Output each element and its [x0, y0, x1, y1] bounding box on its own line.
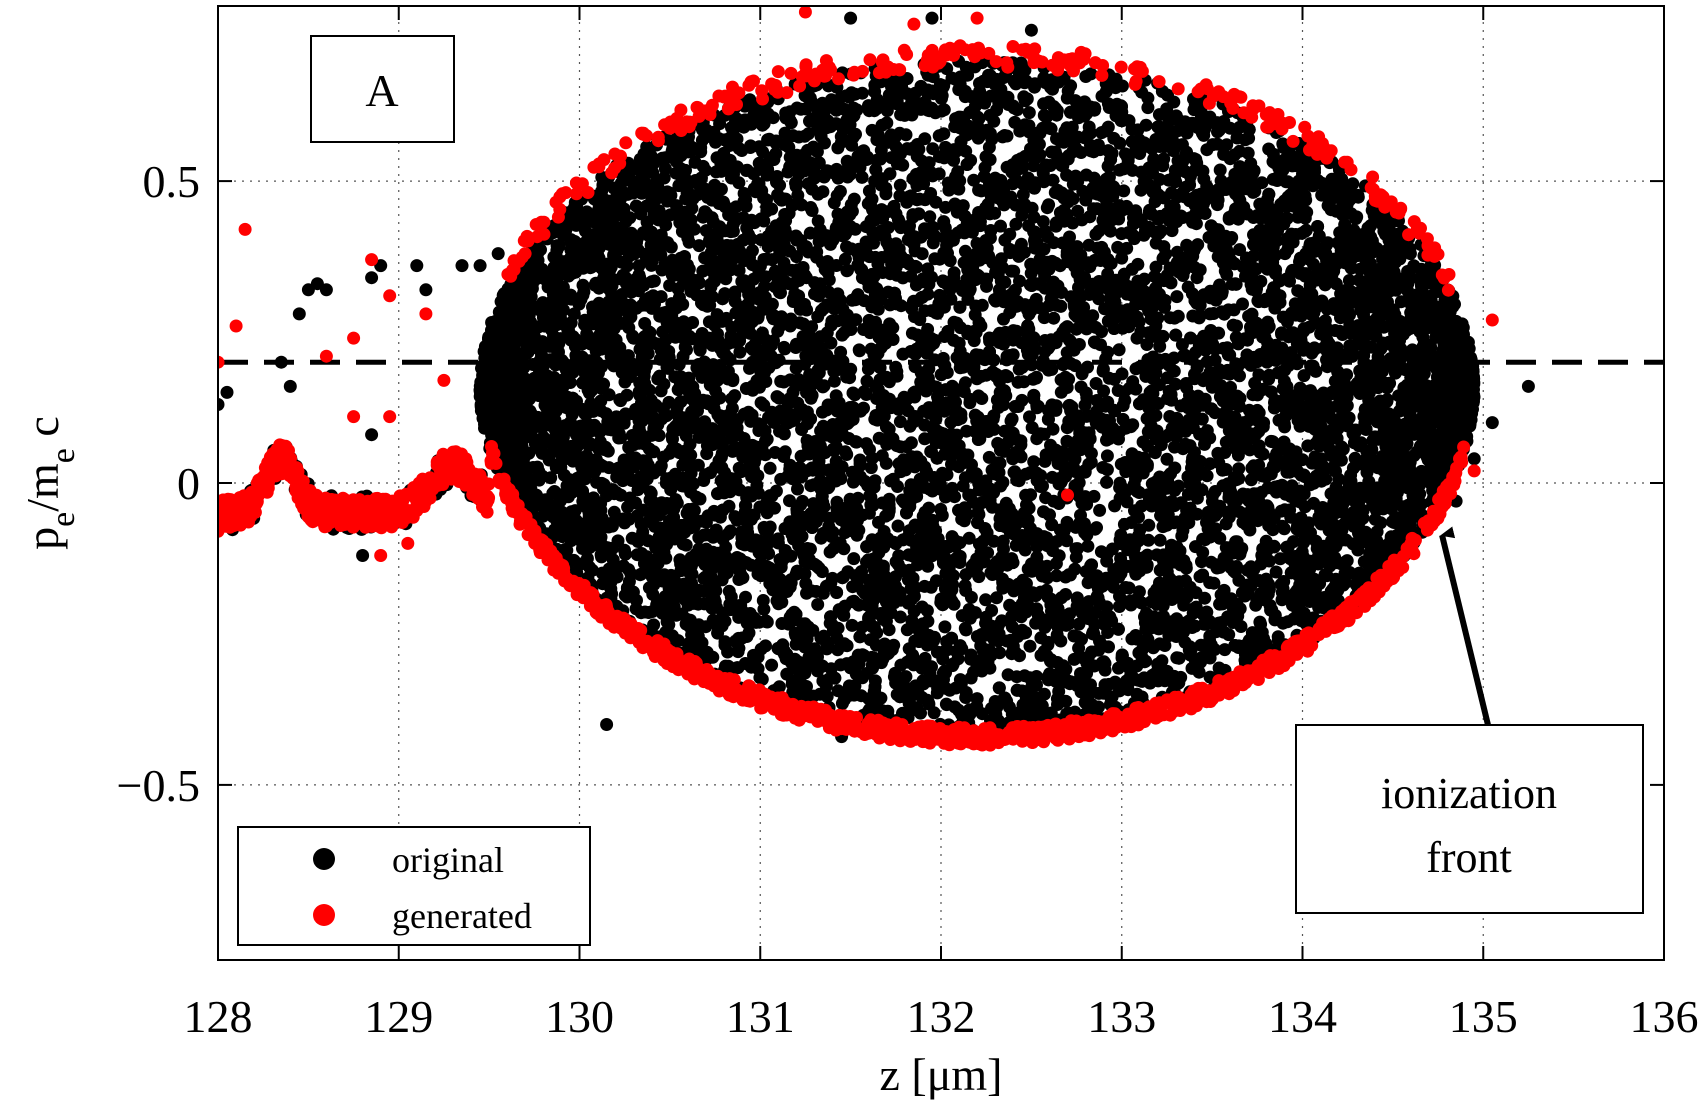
data-point-original — [1168, 440, 1181, 454]
data-point-original — [629, 199, 643, 213]
data-point-original — [1000, 129, 1014, 143]
data-point-original — [1218, 643, 1232, 657]
data-point-original — [1213, 163, 1227, 177]
data-point-original — [1242, 403, 1256, 417]
data-point-original — [739, 590, 752, 604]
data-point-original — [1039, 491, 1053, 505]
data-point-original — [1035, 569, 1049, 583]
data-point-original — [647, 618, 661, 632]
data-point-original — [846, 386, 860, 400]
scatter-layer — [218, 6, 1535, 752]
data-point-original — [1093, 503, 1107, 517]
data-point-original — [1074, 685, 1088, 699]
data-point-original — [982, 450, 996, 464]
data-point-original — [908, 360, 922, 374]
data-point-original — [968, 408, 982, 422]
data-point-original — [1131, 123, 1145, 137]
data-point-original — [1142, 518, 1156, 532]
data-point-original — [1153, 533, 1167, 547]
data-point-original — [576, 542, 589, 555]
data-point-original — [1170, 290, 1184, 304]
data-point-original — [945, 481, 959, 495]
data-point-original — [972, 183, 986, 197]
data-point-original — [893, 178, 907, 192]
data-point-original — [1003, 598, 1017, 612]
data-point-original — [1041, 635, 1055, 649]
data-point-original — [803, 226, 817, 240]
data-point-original — [1368, 512, 1382, 526]
data-point-original — [994, 219, 1007, 233]
data-point-original — [791, 188, 805, 202]
data-point-original — [1008, 115, 1022, 129]
data-point-original — [1278, 247, 1292, 261]
data-point-original — [1087, 335, 1101, 349]
data-point-original — [682, 235, 696, 249]
data-point-original — [771, 324, 785, 338]
data-point-original — [847, 552, 861, 566]
data-point-original — [1262, 142, 1276, 156]
data-point-original — [757, 520, 771, 534]
data-point-original — [1078, 398, 1092, 412]
data-point-original — [1022, 106, 1036, 120]
data-point-original — [1152, 622, 1166, 636]
data-point-original — [1037, 427, 1051, 441]
data-point-original — [635, 547, 649, 560]
data-point-original — [990, 591, 1004, 605]
data-point-original — [1117, 184, 1131, 198]
data-point-original — [1126, 375, 1140, 389]
data-point-original — [1100, 463, 1114, 477]
data-point-original — [1160, 452, 1174, 466]
data-point-original — [1001, 668, 1015, 682]
data-point-original — [544, 471, 558, 485]
data-point-original — [1140, 548, 1154, 562]
data-point-original — [1081, 539, 1095, 553]
data-point-original — [830, 631, 844, 645]
data-point-original — [857, 385, 871, 399]
data-point-original — [777, 340, 791, 354]
data-point-original — [1095, 240, 1109, 254]
data-point-original — [757, 117, 771, 131]
data-point-original — [1049, 557, 1063, 570]
data-point-original — [1025, 421, 1039, 435]
data-point-original — [979, 593, 993, 607]
data-point-original — [840, 639, 854, 653]
data-point-original — [827, 374, 841, 388]
data-point-original — [1154, 224, 1168, 238]
data-point-original — [896, 347, 910, 361]
data-point-original — [979, 237, 993, 251]
data-point-original — [891, 519, 905, 533]
data-point-original — [1113, 481, 1127, 495]
data-point-original — [1211, 250, 1225, 264]
data-point-original — [1084, 67, 1098, 81]
data-point-original — [983, 108, 997, 122]
data-point-original — [722, 584, 736, 598]
data-point-original — [755, 672, 769, 686]
data-point-original — [945, 457, 958, 471]
data-point-original — [972, 570, 986, 584]
data-point-original — [964, 590, 978, 604]
data-point-original — [926, 236, 940, 250]
original-series — [218, 11, 1535, 744]
data-point-original — [1047, 311, 1061, 325]
data-point-original — [647, 445, 661, 459]
data-point-original — [1297, 369, 1311, 383]
data-point-original — [904, 593, 918, 607]
data-point-original — [801, 177, 815, 191]
